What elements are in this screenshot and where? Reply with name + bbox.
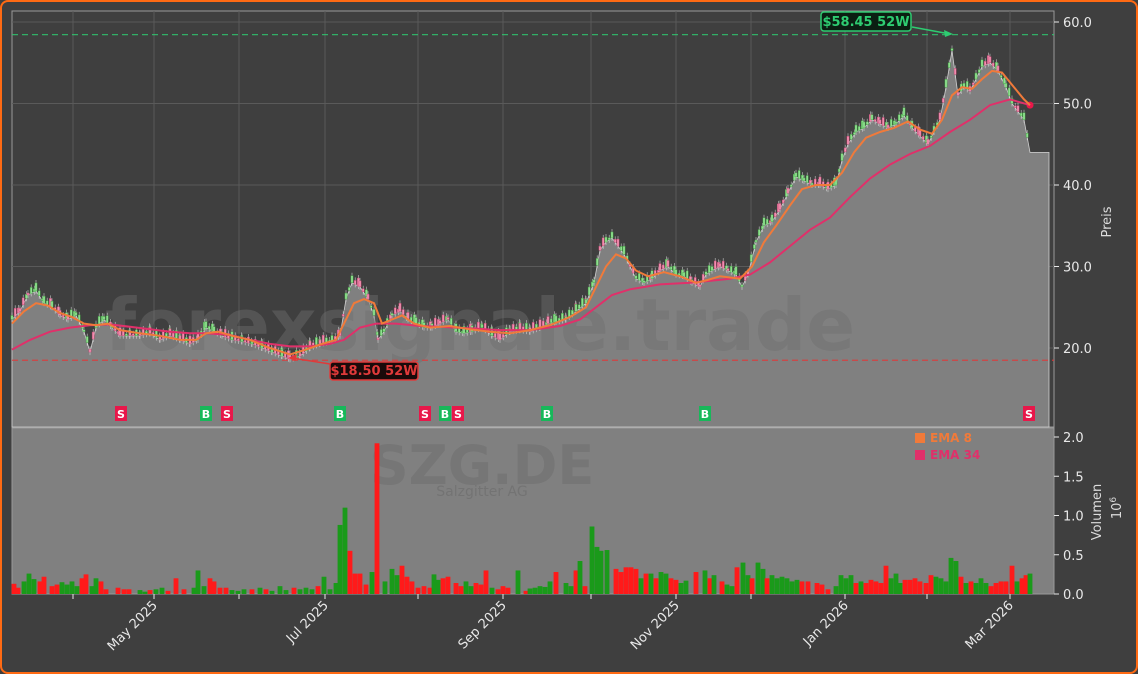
x-axis: May 2025 Jul 2025 Sep 2025 Nov 2025 Jan 2026… (72, 594, 1017, 654)
svg-text:S: S (421, 408, 429, 421)
svg-text:Jan 2026: Jan 2026 (800, 598, 852, 650)
svg-text:0.5: 0.5 (1063, 549, 1084, 564)
sell-signal: S (115, 406, 127, 421)
volume-axis-title: Volumen (1090, 484, 1105, 541)
svg-text:0.0: 0.0 (1063, 588, 1084, 603)
svg-text:30.0: 30.0 (1063, 261, 1092, 276)
svg-text:B: B (441, 408, 449, 421)
buy-signal: B (439, 406, 451, 421)
svg-text:Sep 2025: Sep 2025 (456, 598, 510, 652)
svg-text:2.0: 2.0 (1063, 431, 1084, 446)
svg-text:B: B (701, 408, 709, 421)
svg-text:Nov 2025: Nov 2025 (628, 598, 683, 653)
svg-text:S: S (117, 408, 125, 421)
svg-text:B: B (336, 408, 344, 421)
buy-signal: B (541, 406, 553, 421)
ticker-watermark: SZG.DE (370, 434, 595, 497)
high-52w-annotation: $58.45 52W (820, 11, 953, 37)
svg-text:S: S (1025, 408, 1033, 421)
price-axis-title: Preis (1100, 206, 1115, 237)
legend-item: EMA 34 (915, 448, 980, 462)
svg-text:B: B (202, 408, 210, 421)
sell-signal: S (1023, 406, 1035, 421)
company-watermark: Salzgitter AG (436, 484, 527, 500)
svg-text:40.0: 40.0 (1063, 179, 1092, 194)
sell-signal: S (419, 406, 431, 421)
buy-signal: B (334, 406, 346, 421)
svg-text:60.0: 60.0 (1063, 16, 1092, 31)
sell-signal: S (221, 406, 233, 421)
svg-text:20.0: 20.0 (1063, 342, 1092, 357)
svg-text:1.0: 1.0 (1063, 510, 1084, 525)
svg-text:S: S (454, 408, 462, 421)
low-52w-label: $18.50 52W (330, 364, 417, 379)
svg-text:EMA 8: EMA 8 (930, 431, 972, 445)
ema34-line (11, 98, 1031, 351)
volume-multiplier: 106 (1109, 497, 1125, 520)
high-52w-label: $58.45 52W (822, 15, 909, 30)
legend: EMA 8 EMA 34 (915, 431, 980, 462)
volume-panel: SZG.DE Salzgitter AG EMA 8 EMA 34 0.0 0.5 1… (11, 427, 1125, 603)
svg-text:S: S (223, 408, 231, 421)
price-axis: 20.0 30.0 40.0 50.0 60.0 (1054, 16, 1092, 357)
volume-bars (11, 443, 1033, 594)
svg-text:May 2025: May 2025 (105, 598, 161, 654)
buy-signal: B (200, 406, 212, 421)
price-panel: forexsignale.trade $58.45 52W $18.50 52W… (10, 10, 1115, 428)
svg-text:EMA 34: EMA 34 (930, 448, 980, 462)
buy-signal: B (699, 406, 711, 421)
svg-text:Mar 2026: Mar 2026 (963, 598, 1017, 652)
watermark: forexsignale.trade (105, 283, 855, 367)
sell-signal: S (452, 406, 464, 421)
svg-text:50.0: 50.0 (1063, 98, 1092, 113)
ema8-line (11, 69, 1031, 356)
svg-text:Jul 2025: Jul 2025 (283, 598, 332, 647)
legend-item: EMA 8 (915, 431, 972, 445)
svg-text:B: B (543, 408, 551, 421)
svg-text:1.5: 1.5 (1063, 470, 1084, 485)
low-52w-annotation: $18.50 52W (288, 354, 419, 381)
volume-axis: 0.0 0.5 1.0 1.5 2.0 (1054, 431, 1084, 603)
